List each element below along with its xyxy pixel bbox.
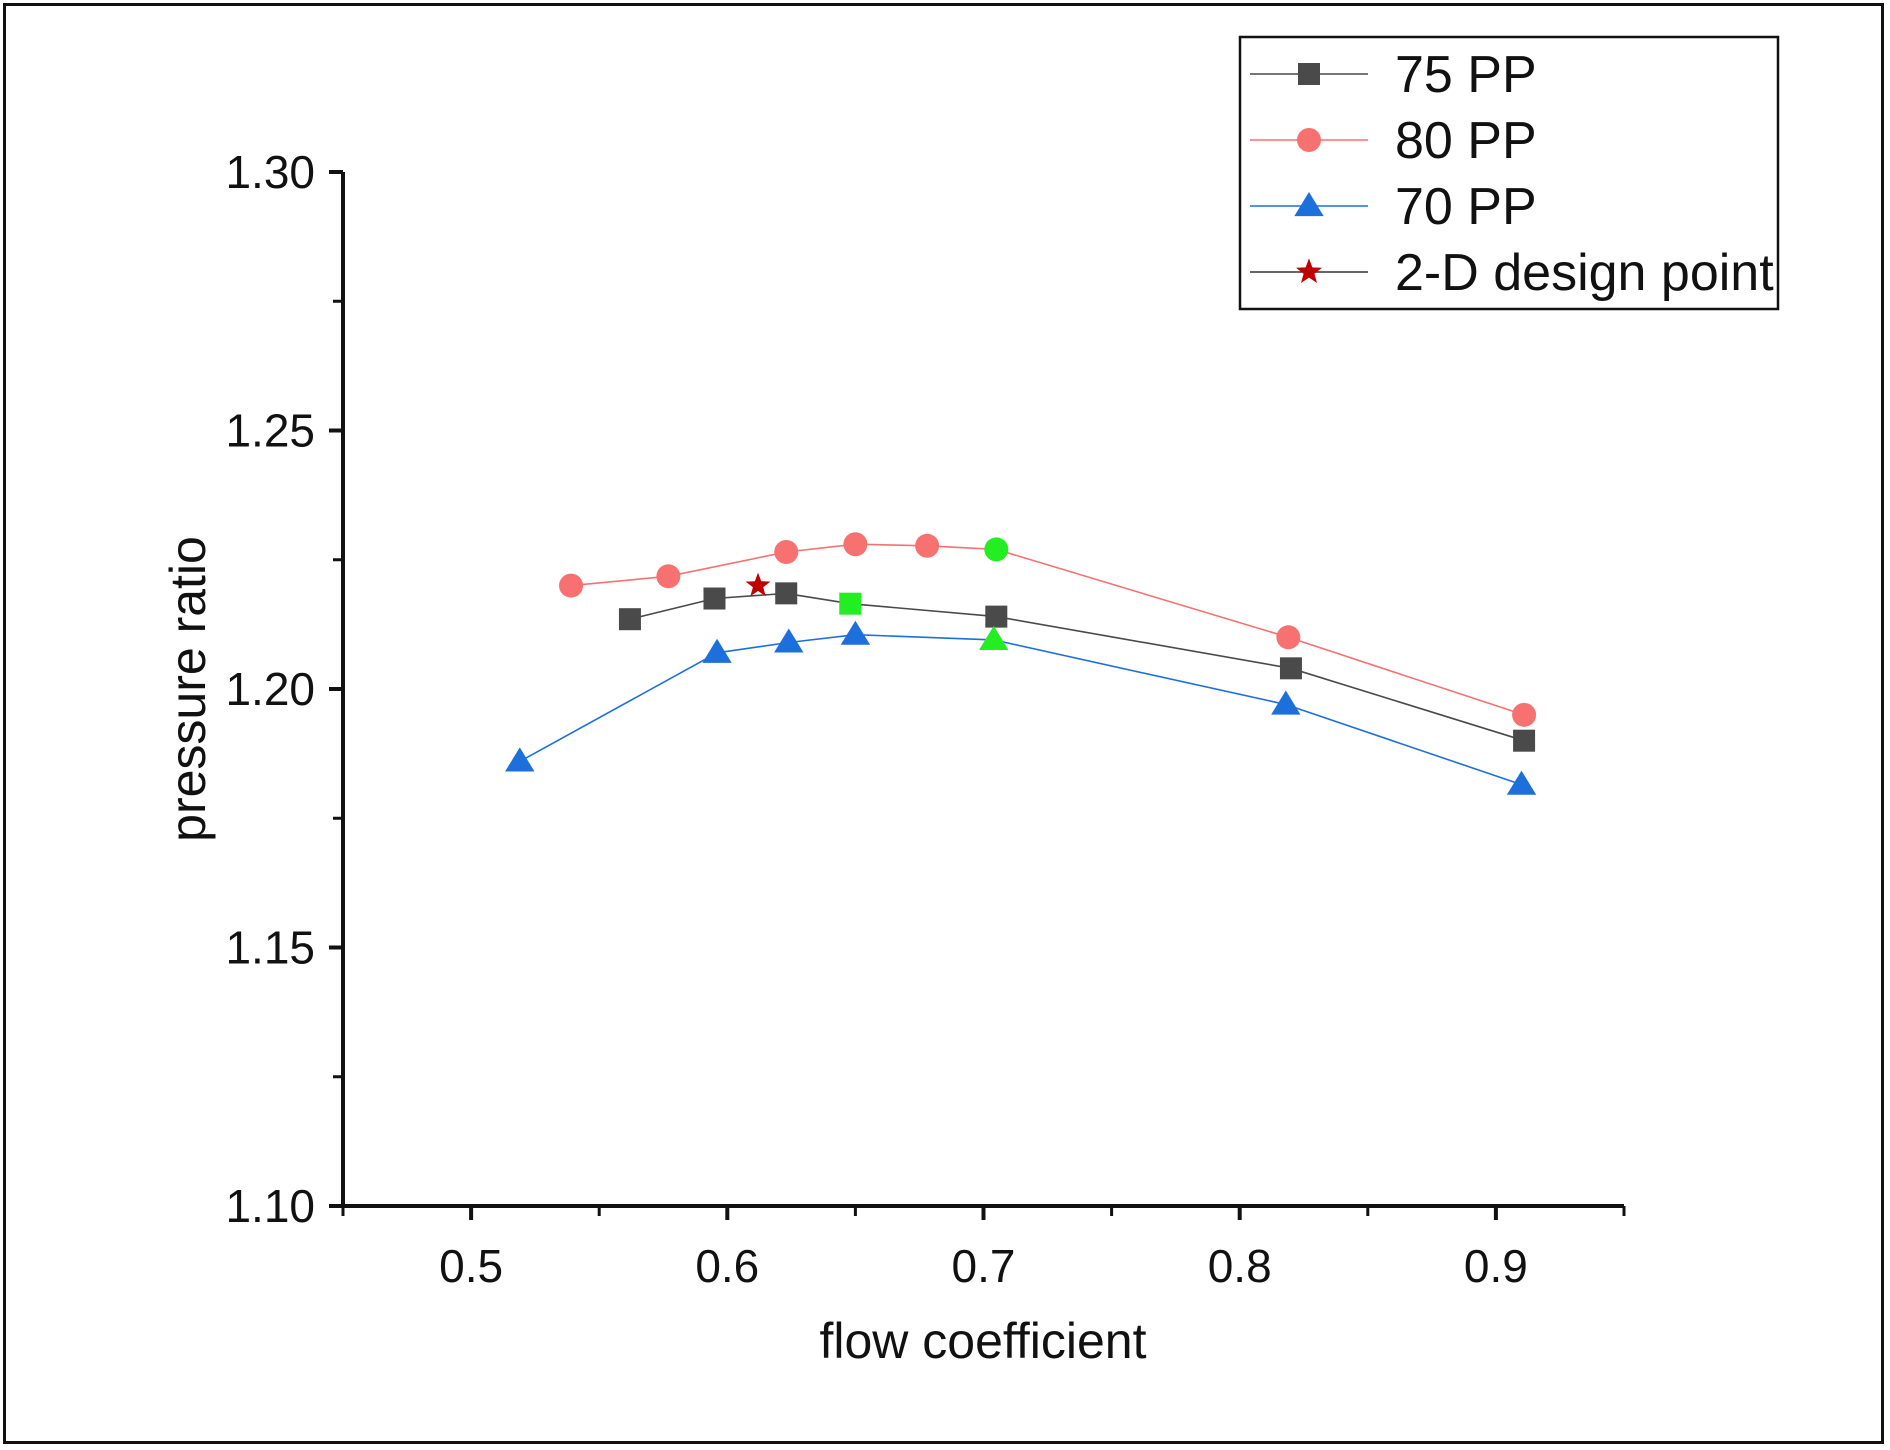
- data-point: [839, 592, 862, 615]
- data-point: [702, 638, 732, 663]
- legend-label: 80 PP: [1395, 112, 1537, 170]
- data-point: [774, 539, 799, 564]
- series-75-pp: [618, 582, 1536, 752]
- x-tick-label: 0.6: [695, 1240, 759, 1292]
- series-line: [629, 592, 1525, 742]
- data-point: [745, 572, 771, 597]
- data-point: [618, 608, 641, 631]
- series-70-pp: [505, 620, 1537, 795]
- data-point: [840, 620, 871, 645]
- data-point: [1279, 657, 1302, 680]
- legend-marker: [1294, 192, 1324, 217]
- axes: [341, 172, 1624, 1208]
- data-point: [505, 747, 535, 772]
- legend-label: 2-D design point: [1395, 244, 1774, 302]
- legend-marker: [1296, 258, 1322, 284]
- data-point: [985, 605, 1008, 628]
- y-tick-label: 1.25: [225, 405, 315, 457]
- y-tick-label: 1.10: [225, 1180, 315, 1232]
- x-tick-label: 0.7: [952, 1240, 1016, 1292]
- series-line: [570, 543, 1525, 716]
- y-tick-label: 1.30: [225, 146, 315, 198]
- data-point: [703, 587, 726, 610]
- series-line: [519, 633, 1522, 786]
- data-point: [1512, 702, 1537, 727]
- series: [505, 532, 1537, 795]
- y-axis-title: pressure ratio: [160, 536, 216, 842]
- data-point: [1513, 729, 1536, 752]
- y-tick-label: 1.20: [225, 663, 315, 715]
- legend-box: [1238, 35, 1780, 311]
- x-tick-label: 0.8: [1208, 1240, 1272, 1292]
- x-tick-label: 0.5: [439, 1240, 503, 1292]
- data-point: [559, 573, 584, 598]
- data-point: [915, 533, 940, 558]
- data-point: [984, 537, 1009, 562]
- x-axis-title: flow coefficient: [819, 1313, 1146, 1369]
- series-80-pp: [559, 532, 1537, 727]
- legend-marker: [1298, 63, 1320, 85]
- data-point: [979, 625, 1009, 650]
- data-point: [1271, 690, 1301, 715]
- data-point: [1276, 625, 1301, 650]
- data-point: [1506, 770, 1537, 795]
- data-point: [843, 532, 868, 557]
- series-2-d-design-point: [745, 572, 771, 597]
- legend-label: 75 PP: [1395, 46, 1537, 104]
- legend-label: 70 PP: [1395, 178, 1537, 236]
- ticks: 0.5 0.6 0.7 0.8 0.9 1.10 1.15 1.20 1.25 1.30: [225, 146, 1626, 1292]
- y-tick-label: 1.15: [225, 922, 315, 974]
- data-point: [775, 582, 798, 605]
- legend: 75 PP 80 PP 70 PP 2-D design point: [1238, 35, 1780, 311]
- data-point: [774, 628, 804, 653]
- legend-marker: [1297, 128, 1321, 152]
- data-point: [656, 564, 681, 589]
- x-tick-label: 0.9: [1464, 1240, 1528, 1292]
